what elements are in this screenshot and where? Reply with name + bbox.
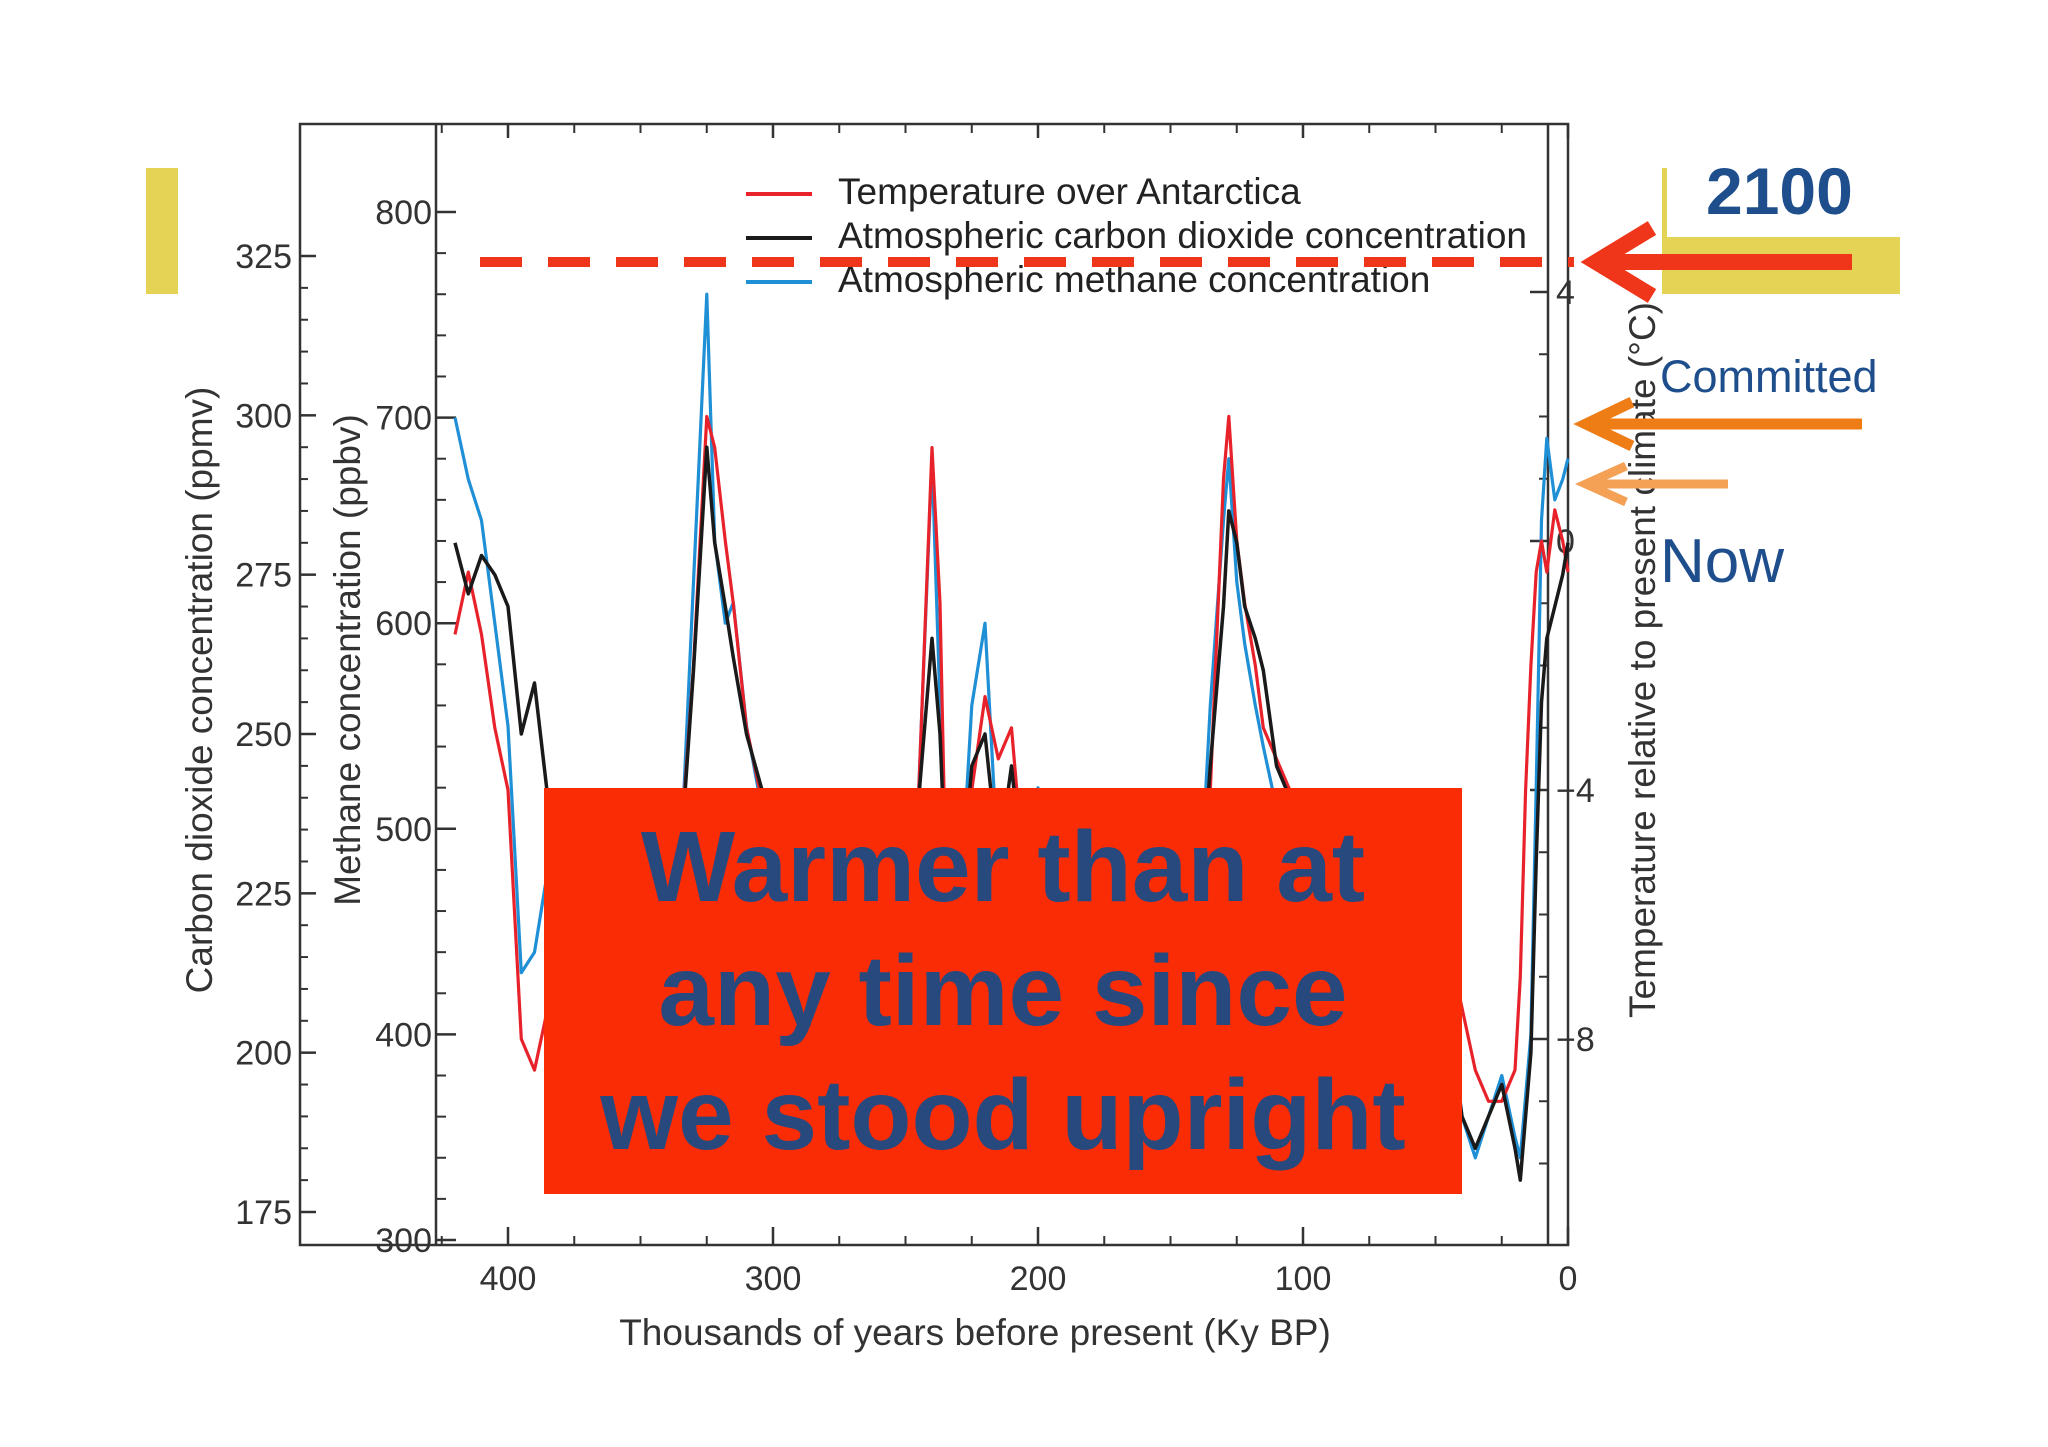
headline-text: Warmer than at any time since we stood u… — [600, 811, 1406, 1171]
arrow-now — [1575, 461, 1728, 507]
methane-tick-label: 300 — [375, 1222, 432, 1260]
x-tick-label: 200 — [1010, 1260, 1067, 1298]
temperature-tick-label: −4 — [1556, 772, 1595, 810]
co2-tick-label: 200 — [235, 1035, 292, 1073]
legend-label-temperature: Temperature over Antarctica — [838, 171, 1301, 212]
label-2100: 2100 — [1706, 154, 1853, 228]
x-tick-label: 0 — [1559, 1260, 1578, 1298]
temperature-tick-label: −8 — [1556, 1021, 1595, 1059]
co2-tick-label: 225 — [235, 875, 292, 913]
co2-tick-label: 250 — [235, 716, 292, 754]
temperature-tick-label: 4 — [1556, 274, 1575, 312]
arrow-2100 — [1580, 221, 1852, 303]
x-tick-label: 400 — [480, 1260, 537, 1298]
label-committed: Committed — [1660, 351, 1878, 402]
methane-tick-label: 700 — [375, 400, 432, 438]
label-now: Now — [1660, 527, 1784, 596]
methane-tick-label: 400 — [375, 1016, 432, 1054]
right-decoration-top — [1662, 168, 1667, 238]
arrow-committed — [1573, 397, 1862, 451]
x-axis-title: Thousands of years before present (Ky BP… — [619, 1312, 1331, 1353]
outer-axis-frame — [298, 122, 1570, 1247]
methane-tick-label: 800 — [375, 194, 432, 232]
legend-label-co2: Atmospheric carbon dioxide concentration — [838, 215, 1527, 256]
headline-banner: Warmer than at any time since we stood u… — [544, 788, 1462, 1194]
co2-tick-label: 300 — [235, 397, 292, 435]
x-tick-label: 100 — [1275, 1260, 1332, 1298]
left-decoration — [146, 168, 178, 294]
co2-tick-label: 175 — [235, 1194, 292, 1232]
legend: Temperature over Antarctica Atmospheric … — [746, 171, 1527, 300]
x-tick-label: 300 — [745, 1260, 802, 1298]
methane-axis-title: Methane concentration (ppbv) — [327, 414, 368, 906]
tick-marks — [300, 124, 1570, 1245]
co2-tick-label: 325 — [235, 238, 292, 276]
methane-tick-label: 600 — [375, 605, 432, 643]
co2-tick-label: 275 — [235, 557, 292, 595]
methane-tick-label: 500 — [375, 811, 432, 849]
co2-axis-title: Carbon dioxide concentration (ppmv) — [179, 387, 220, 994]
tick-labels: 175 200 225 250 275 300 325 300 400 500 600 700 800 −… — [235, 194, 1595, 1298]
